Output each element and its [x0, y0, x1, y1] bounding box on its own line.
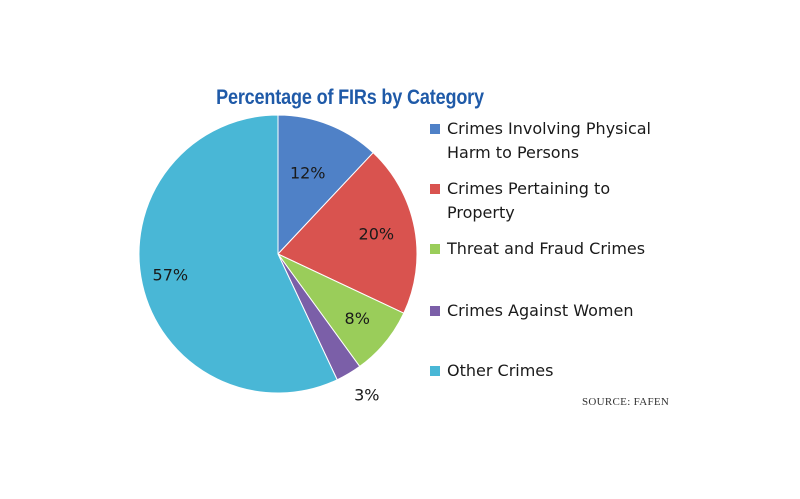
legend-label: Crimes Against Women — [447, 301, 634, 320]
source-note: SOURCE: FAFEN — [582, 396, 670, 408]
pie-slice-label: 20% — [359, 225, 395, 244]
legend-item-against-women: Crimes Against Women — [430, 299, 677, 323]
pie-slice — [277, 114, 374, 256]
legend-item-threat-fraud: Threat and Fraud Crimes — [430, 237, 677, 261]
legend-swatch — [430, 244, 440, 254]
legend-swatch — [430, 366, 440, 376]
legend-label: Crimes Involving Physical Harm to Person… — [447, 119, 651, 162]
legend-label: Crimes Pertaining to Property — [447, 179, 611, 222]
legend-swatch — [430, 306, 440, 316]
pie-slice — [138, 114, 338, 394]
legend-item-physical-harm: Crimes Involving Physical Harm to Person… — [430, 117, 677, 165]
legend-label: Other Crimes — [447, 361, 554, 380]
legend-swatch — [430, 184, 440, 194]
pie-slice-label: 57% — [153, 265, 189, 284]
legend-swatch — [430, 124, 440, 134]
pie-slices — [138, 114, 418, 394]
pie-slice-label: 12% — [290, 163, 326, 182]
pie-labels: 12% 20% 8% 3% 57% — [153, 163, 395, 404]
legend-item-property: Crimes Pertaining to Property — [430, 177, 677, 225]
chart-title: Percentage of FIRs by Category — [216, 86, 484, 109]
legend-label: Threat and Fraud Crimes — [447, 239, 646, 258]
pie-slice-label: 8% — [345, 309, 370, 328]
pie-slice — [277, 151, 418, 314]
legend-item-other: Other Crimes — [430, 359, 677, 383]
pie-slice-label: 3% — [354, 385, 379, 404]
